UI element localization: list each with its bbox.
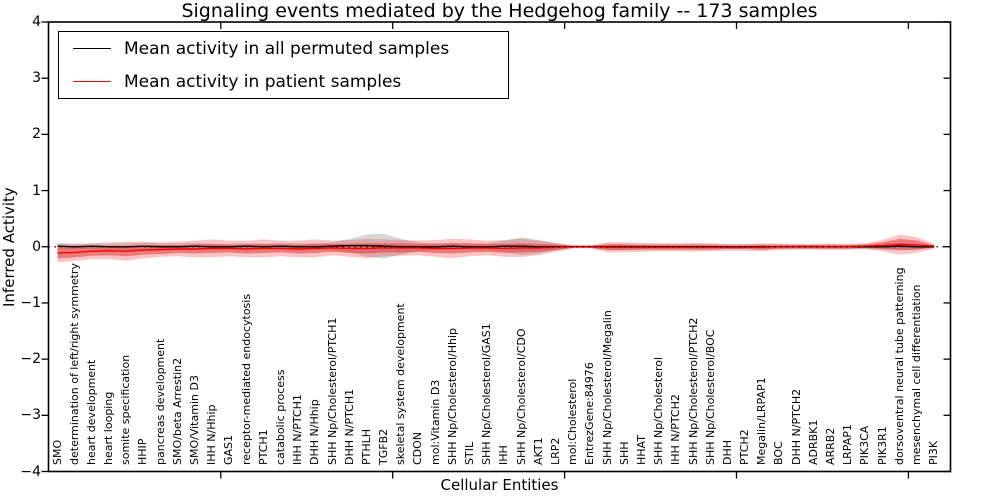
x-tick-label: SHH Np/Cholesterol/PTCH2 — [686, 317, 700, 465]
x-tick-label: DHH — [720, 439, 734, 465]
x-tick-label: mol:Vitamin D3 — [428, 379, 442, 465]
legend-item-patient: Mean activity in patient samples — [59, 67, 508, 97]
legend: Mean activity in all permuted samples Me… — [58, 31, 509, 99]
x-tick-label: ADRBK1 — [806, 419, 820, 465]
y-tick-label: 4 — [32, 14, 41, 30]
legend-item-permuted: Mean activity in all permuted samples — [59, 34, 508, 64]
x-tick-label: pancreas development — [153, 338, 167, 465]
y-tick-label: 3 — [32, 70, 41, 87]
x-tick-label: SHH Np/Cholesterol/BOC — [703, 329, 717, 465]
y-tick-label: −4 — [20, 463, 41, 480]
x-tick-label: SHH Np/Cholesterol/CDO — [514, 328, 528, 465]
x-tick-label: IHH N/PTCH1 — [291, 394, 305, 465]
x-tick-label: receptor-mediated endocytosis — [239, 293, 253, 465]
y-tick-label: 1 — [32, 182, 41, 199]
legend-line-patient-icon — [73, 81, 111, 82]
x-tick-label: IHH N/Hhip — [205, 404, 219, 466]
x-tick-label: PTCH1 — [256, 429, 270, 465]
y-tick-label: −3 — [20, 407, 41, 424]
chart-title: Signaling events mediated by the Hedgeho… — [181, 0, 818, 22]
x-tick-label: skeletal system development — [394, 303, 408, 465]
x-tick-label: LRPAP1 — [841, 424, 855, 465]
x-axis-label: Cellular Entities — [440, 476, 559, 494]
x-tick-label: SMO/Vitamin D3 — [188, 375, 202, 465]
legend-label-permuted: Mean activity in all permuted samples — [124, 38, 450, 59]
x-tick-label: mol:Cholesterol — [566, 378, 580, 465]
x-tick-label: PIK3R1 — [875, 426, 889, 465]
x-tick-label: SHH Np/Cholesterol/GAS1 — [480, 323, 494, 465]
x-tick-label: PTHLH — [359, 428, 373, 465]
x-tick-label: somite specification — [119, 354, 133, 465]
series-line-patient — [57, 243, 935, 254]
x-tick-label: SHH Np/Cholesterol/PTCH1 — [325, 317, 339, 465]
x-tick-label: heart looping — [102, 391, 116, 465]
x-tick-label: STIL — [463, 441, 477, 465]
x-tick-label: ARRB2 — [824, 427, 838, 465]
x-tick-label: BOC — [772, 441, 786, 465]
x-tick-label: SMO — [50, 439, 64, 465]
x-tick-label: DHH N/PTCH2 — [789, 388, 803, 465]
x-tick-label: SHH — [617, 441, 631, 465]
x-tick-label: catabolic process — [273, 369, 287, 465]
x-tick-label: IHH — [497, 445, 511, 465]
x-tick-label: HHAT — [634, 435, 648, 465]
legend-label-patient: Mean activity in patient samples — [124, 71, 402, 92]
x-tick-label: LRP2 — [549, 437, 562, 465]
x-tick-label: GAS1 — [222, 434, 236, 465]
x-tick-label: SHH Np/Cholesterol/Megalin — [600, 310, 614, 465]
x-tick-label: CDON — [411, 431, 425, 465]
x-tick-label: PIK3CA — [858, 425, 872, 465]
x-tick-label: AKT1 — [531, 437, 545, 465]
x-tick-label: heart development — [84, 359, 98, 465]
y-tick-label: −1 — [20, 294, 41, 311]
x-tick-label: PTCH2 — [738, 429, 752, 465]
x-tick-label: PI3K — [927, 440, 941, 465]
x-tick-label: SHH Np/Cholesterol/Hhip — [445, 327, 459, 465]
x-tick-label: DHH N/PTCH1 — [342, 388, 356, 465]
x-tick-label: Megalin/LRPAP1 — [755, 377, 769, 465]
legend-line-permuted-icon — [73, 48, 111, 49]
x-tick-label: dorsoventral neural tube patterning — [892, 267, 906, 465]
x-tick-label: DHH N/Hhip — [308, 399, 322, 465]
y-tick-label: −2 — [20, 351, 41, 368]
x-tick-label: mesenchymal cell differentiation — [910, 284, 923, 465]
x-tick-label: EntrezGene:84976 — [583, 362, 597, 465]
x-tick-label: SHH Np/Cholesterol — [652, 356, 666, 465]
x-tick-label: TGFB2 — [377, 428, 391, 465]
x-tick-label: determination of left/right symmetry — [67, 263, 81, 465]
x-tick-label: SMO/beta Arrestin2 — [170, 357, 184, 465]
y-tick-label: 0 — [32, 238, 41, 255]
x-tick-label: IHH N/PTCH2 — [669, 394, 683, 465]
x-tick-label: HHIP — [136, 438, 150, 465]
y-tick-label: 2 — [32, 126, 41, 143]
